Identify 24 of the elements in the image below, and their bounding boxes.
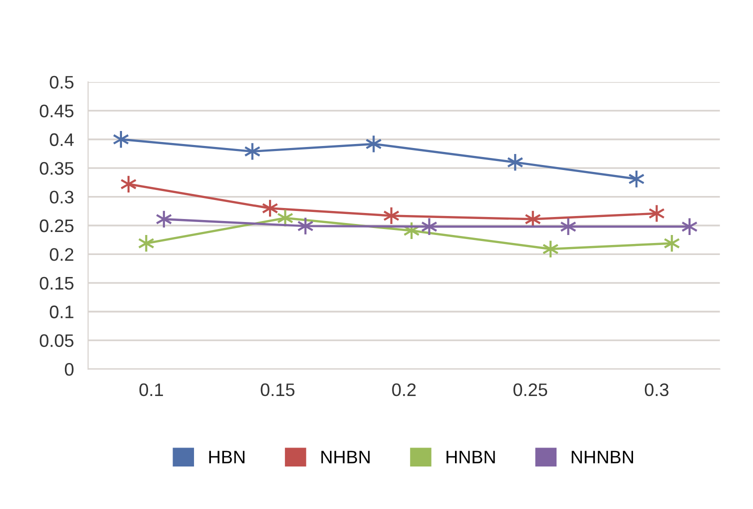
y-tick-label: 0.25 xyxy=(40,219,74,232)
point xyxy=(420,217,438,236)
y-tick-label: 0.45 xyxy=(40,104,74,118)
y-tick-label: 0.35 xyxy=(40,162,74,175)
y-tick-label: 0.15 xyxy=(40,276,74,290)
legend-label: NHBN xyxy=(321,450,370,464)
y-tick-label: 0.2 xyxy=(50,248,74,261)
x-tick-label: 0.3 xyxy=(644,383,668,396)
x-tick-label: 0.15 xyxy=(260,383,294,396)
y-tick-label: 0 xyxy=(64,362,74,376)
legend-label: HBN xyxy=(209,450,244,464)
point xyxy=(138,234,154,253)
point xyxy=(560,217,577,236)
y-tick-label: 0.5 xyxy=(50,76,74,89)
x-tick-label: 0.2 xyxy=(392,383,416,396)
legend-label: HNBN xyxy=(446,450,495,464)
y-tick-label: 0.1 xyxy=(50,306,74,318)
legend-label: NHNBN xyxy=(572,450,634,464)
x-tick-label: 0.1 xyxy=(139,383,163,396)
y-tick-label: 0.3 xyxy=(50,190,74,204)
y-tick-label: 0.05 xyxy=(40,334,74,348)
x-tick-label: 0.25 xyxy=(513,383,548,396)
y-tick-label: 0.4 xyxy=(50,133,74,146)
point xyxy=(276,208,294,228)
